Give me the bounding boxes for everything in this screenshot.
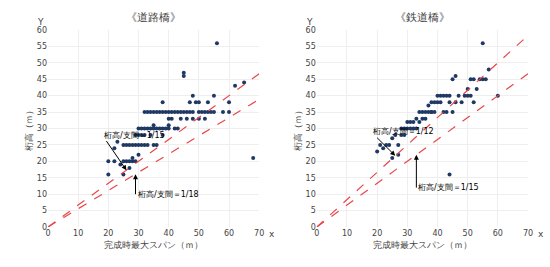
svg-text:60: 60 bbox=[306, 26, 316, 35]
svg-text:10: 10 bbox=[37, 190, 47, 199]
svg-text:x: x bbox=[538, 229, 544, 239]
svg-text:70: 70 bbox=[523, 229, 533, 238]
svg-text:60: 60 bbox=[224, 229, 234, 238]
svg-text:桁高（ｍ）: 桁高（ｍ） bbox=[293, 106, 303, 151]
svg-text:50: 50 bbox=[306, 59, 316, 68]
svg-text:35: 35 bbox=[37, 108, 47, 117]
svg-text:《鉄道橋》: 《鉄道橋》 bbox=[395, 11, 450, 24]
svg-text:10: 10 bbox=[306, 190, 316, 199]
svg-text:40: 40 bbox=[37, 91, 47, 100]
svg-text:50: 50 bbox=[463, 229, 473, 238]
svg-text:45: 45 bbox=[37, 75, 47, 84]
svg-text:Y: Y bbox=[306, 17, 313, 27]
svg-text:0: 0 bbox=[42, 223, 47, 232]
svg-text:桁高（ｍ）: 桁高（ｍ） bbox=[24, 106, 34, 151]
svg-text:50: 50 bbox=[194, 229, 204, 238]
svg-text:25: 25 bbox=[306, 141, 316, 150]
svg-text:20: 20 bbox=[372, 229, 382, 238]
svg-text:30: 30 bbox=[306, 124, 316, 133]
svg-text:30: 30 bbox=[402, 229, 412, 238]
svg-text:50: 50 bbox=[37, 59, 47, 68]
svg-text:20: 20 bbox=[37, 157, 47, 166]
svg-text:20: 20 bbox=[306, 157, 316, 166]
svg-text:55: 55 bbox=[37, 42, 47, 51]
svg-text:完成時最大スパン（ｍ）: 完成時最大スパン（ｍ） bbox=[373, 240, 472, 250]
svg-text:0: 0 bbox=[45, 229, 50, 238]
svg-text:40: 40 bbox=[306, 91, 316, 100]
svg-text:15: 15 bbox=[306, 174, 316, 183]
svg-text:x: x bbox=[269, 229, 275, 239]
svg-text:Y: Y bbox=[37, 17, 44, 27]
svg-text:70: 70 bbox=[254, 229, 264, 238]
svg-text:15: 15 bbox=[37, 174, 47, 183]
svg-text:35: 35 bbox=[306, 108, 316, 117]
svg-text:10: 10 bbox=[73, 229, 83, 238]
svg-text:20: 20 bbox=[103, 229, 113, 238]
svg-text:桁高/支間＝1/15: 桁高/支間＝1/15 bbox=[104, 131, 165, 140]
svg-text:60: 60 bbox=[37, 26, 47, 35]
svg-text:0: 0 bbox=[314, 229, 319, 238]
svg-text:55: 55 bbox=[306, 42, 316, 51]
svg-text:45: 45 bbox=[306, 75, 316, 84]
svg-text:10: 10 bbox=[342, 229, 352, 238]
svg-text:《道路橋》: 《道路橋》 bbox=[126, 11, 181, 24]
svg-text:40: 40 bbox=[164, 229, 174, 238]
svg-text:0: 0 bbox=[311, 223, 316, 232]
svg-text:5: 5 bbox=[42, 206, 47, 215]
svg-text:桁高/支間＝1/12: 桁高/支間＝1/12 bbox=[373, 127, 434, 136]
svg-text:60: 60 bbox=[493, 229, 503, 238]
svg-text:桁高/支間＝1/15: 桁高/支間＝1/15 bbox=[418, 183, 479, 192]
svg-text:40: 40 bbox=[432, 229, 442, 238]
svg-text:桁高/支間＝1/18: 桁高/支間＝1/18 bbox=[138, 190, 199, 199]
svg-text:5: 5 bbox=[311, 206, 316, 215]
svg-text:30: 30 bbox=[133, 229, 143, 238]
svg-text:完成時最大スパン（ｍ）: 完成時最大スパン（ｍ） bbox=[104, 240, 203, 250]
svg-text:25: 25 bbox=[37, 141, 47, 150]
svg-text:30: 30 bbox=[37, 124, 47, 133]
